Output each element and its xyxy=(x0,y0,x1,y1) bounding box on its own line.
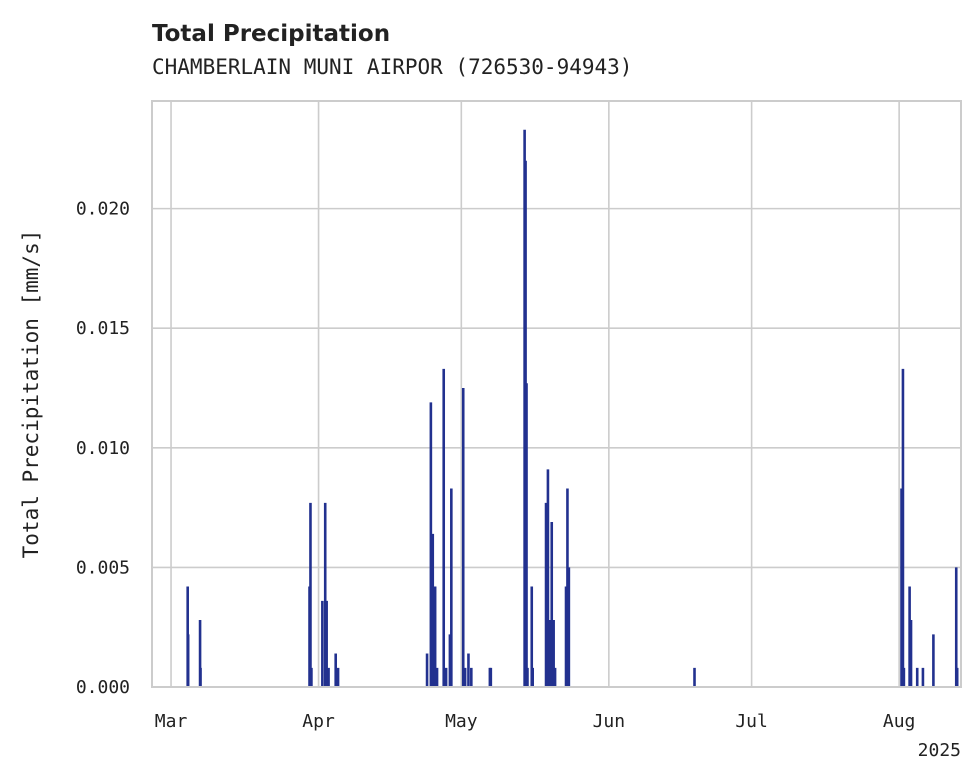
y-tick-label: 0.020 xyxy=(76,199,130,220)
x-tick-label: May xyxy=(445,711,478,732)
y-tick-label: 0.010 xyxy=(76,438,130,459)
gridlines xyxy=(152,101,961,688)
x-tick-label: Mar xyxy=(155,711,188,732)
x-axis-year-label: 2025 xyxy=(918,740,961,761)
precipitation-bars xyxy=(186,129,959,687)
chart-subtitle: CHAMBERLAIN MUNI AIRPOR (726530-94943) xyxy=(152,55,632,79)
x-tick-label: Jun xyxy=(593,711,626,732)
y-tick-label: 0.000 xyxy=(76,677,130,698)
x-tick-label: Aug xyxy=(883,711,916,732)
x-axis-ticks: Mar Apr May Jun Jul Aug xyxy=(155,711,916,732)
y-axis-ticks: 0.000 0.005 0.010 0.015 0.020 xyxy=(76,199,130,698)
plot-frame xyxy=(151,100,962,688)
y-tick-label: 0.015 xyxy=(76,318,130,339)
y-tick-label: 0.005 xyxy=(76,557,130,578)
chart-title: Total Precipitation xyxy=(152,21,390,47)
x-tick-label: Apr xyxy=(302,711,335,732)
x-tick-label: Jul xyxy=(735,711,768,732)
y-axis-label: Total Precipitation [mm/s] xyxy=(19,230,43,559)
